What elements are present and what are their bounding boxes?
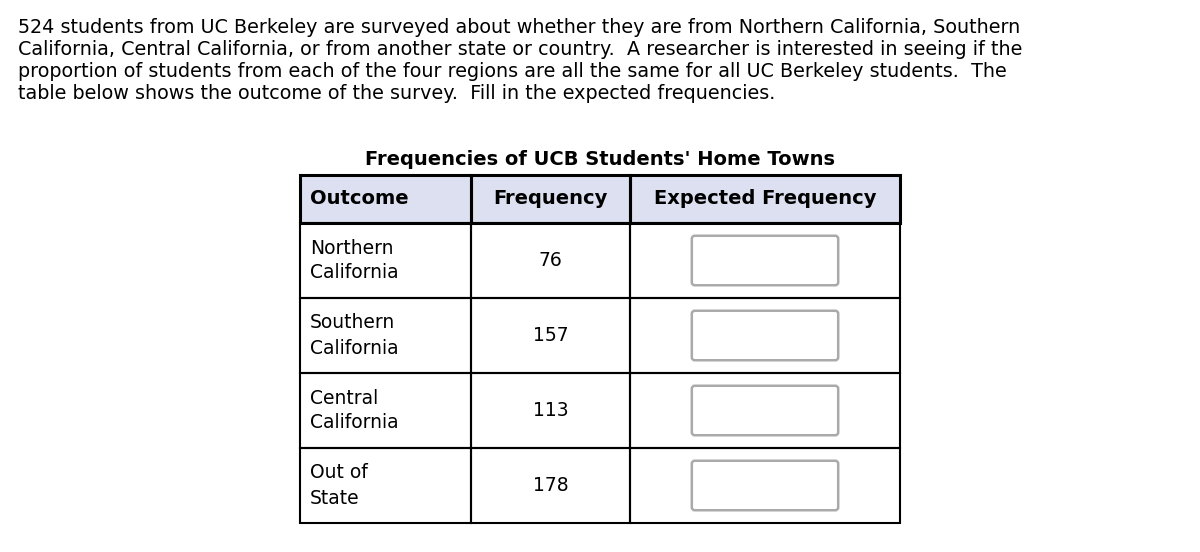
FancyBboxPatch shape xyxy=(691,311,838,360)
Text: 157: 157 xyxy=(533,326,569,345)
Text: Northern
California: Northern California xyxy=(310,238,398,283)
Text: 113: 113 xyxy=(533,401,569,420)
Bar xyxy=(300,373,470,448)
FancyBboxPatch shape xyxy=(691,236,838,285)
Bar xyxy=(630,175,900,223)
FancyBboxPatch shape xyxy=(691,461,838,510)
Text: Southern
California: Southern California xyxy=(310,314,398,358)
Text: 524 students from UC Berkeley are surveyed about whether they are from Northern : 524 students from UC Berkeley are survey… xyxy=(18,18,1020,37)
Bar xyxy=(470,175,630,223)
Text: proportion of students from each of the four regions are all the same for all UC: proportion of students from each of the … xyxy=(18,62,1007,81)
Bar xyxy=(300,175,900,223)
Text: Out of
State: Out of State xyxy=(310,464,367,507)
Bar xyxy=(630,298,900,373)
Text: Frequency: Frequency xyxy=(493,189,607,209)
Bar xyxy=(470,373,630,448)
Bar xyxy=(630,448,900,523)
Bar xyxy=(630,223,900,298)
FancyBboxPatch shape xyxy=(691,386,838,435)
Text: California, Central California, or from another state or country.  A researcher : California, Central California, or from … xyxy=(18,40,1022,59)
Bar xyxy=(630,373,900,448)
Bar xyxy=(470,298,630,373)
Text: table below shows the outcome of the survey.  Fill in the expected frequencies.: table below shows the outcome of the sur… xyxy=(18,84,775,103)
Text: Expected Frequency: Expected Frequency xyxy=(654,189,876,209)
Bar xyxy=(470,448,630,523)
Text: Outcome: Outcome xyxy=(310,189,409,209)
Bar xyxy=(300,175,470,223)
Bar xyxy=(300,448,470,523)
Text: 76: 76 xyxy=(539,251,563,270)
Bar xyxy=(300,298,470,373)
Text: 178: 178 xyxy=(533,476,569,495)
Text: Central
California: Central California xyxy=(310,389,398,433)
Bar xyxy=(300,223,470,298)
Bar xyxy=(470,223,630,298)
Text: Frequencies of UCB Students' Home Towns: Frequencies of UCB Students' Home Towns xyxy=(365,150,835,169)
